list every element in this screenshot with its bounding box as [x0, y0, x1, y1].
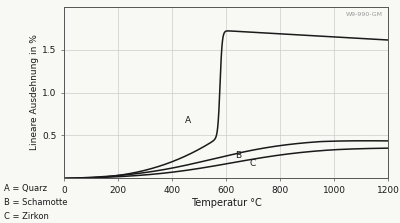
Y-axis label: Lineare Ausdehnung in %: Lineare Ausdehnung in %	[30, 35, 39, 151]
Text: A: A	[185, 116, 191, 124]
Text: C: C	[250, 159, 256, 168]
Text: W9-990-GM: W9-990-GM	[346, 12, 383, 17]
Text: C = Zirkon: C = Zirkon	[4, 212, 49, 221]
Text: B: B	[235, 151, 241, 160]
Text: B = Schamotte: B = Schamotte	[4, 198, 68, 207]
Text: A = Quarz: A = Quarz	[4, 184, 47, 193]
X-axis label: Temperatur °C: Temperatur °C	[191, 198, 261, 208]
